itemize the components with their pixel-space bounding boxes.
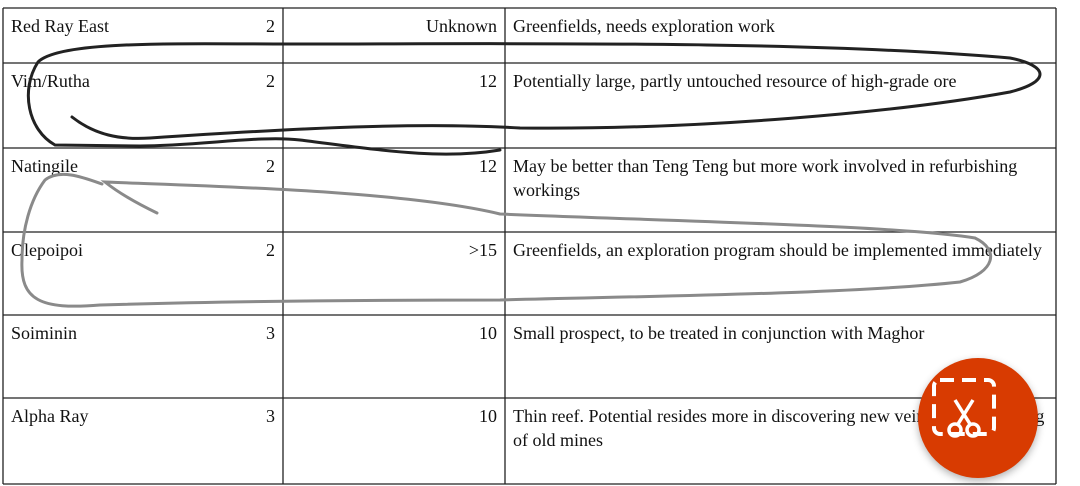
comment: Small prospect, to be treated in conjunc…: [513, 323, 925, 343]
icon-blade: [953, 399, 972, 425]
site-name: Red Ray East: [11, 16, 109, 36]
site-name: Natingile: [11, 156, 78, 176]
tonnage: Unknown: [426, 16, 497, 36]
icon-blade: [956, 399, 975, 425]
comment: Greenfields, an exploration program shou…: [513, 240, 1042, 260]
priority: 2: [266, 71, 275, 91]
snip-button[interactable]: [918, 358, 1038, 478]
priority: 2: [266, 16, 275, 36]
icon-frame: [932, 378, 996, 436]
priority: 3: [266, 323, 275, 343]
comment: Potentially large, partly untouched reso…: [513, 71, 957, 91]
comment: May be better than Teng Teng but more wo…: [513, 156, 1018, 200]
comment: Greenfields, needs exploration work: [513, 16, 775, 36]
site-name: Olepoipoi: [11, 240, 83, 260]
priority: 2: [266, 240, 275, 260]
priority: 2: [266, 156, 275, 176]
tonnage: 12: [479, 156, 497, 176]
tonnage: 12: [479, 71, 497, 91]
site-name: Alpha Ray: [11, 406, 89, 426]
tonnage: 10: [479, 323, 497, 343]
comment: Thin reef. Potential resides more in dis…: [513, 406, 1045, 450]
tonnage: >15: [468, 240, 497, 260]
site-name: Soiminin: [11, 323, 78, 343]
snip-icon: [932, 378, 996, 438]
icon-handle: [965, 422, 981, 438]
site-name: Vim/Rutha: [11, 71, 90, 91]
tonnage: 10: [479, 406, 497, 426]
icon-handle: [947, 422, 963, 438]
priority: 3: [266, 406, 275, 426]
